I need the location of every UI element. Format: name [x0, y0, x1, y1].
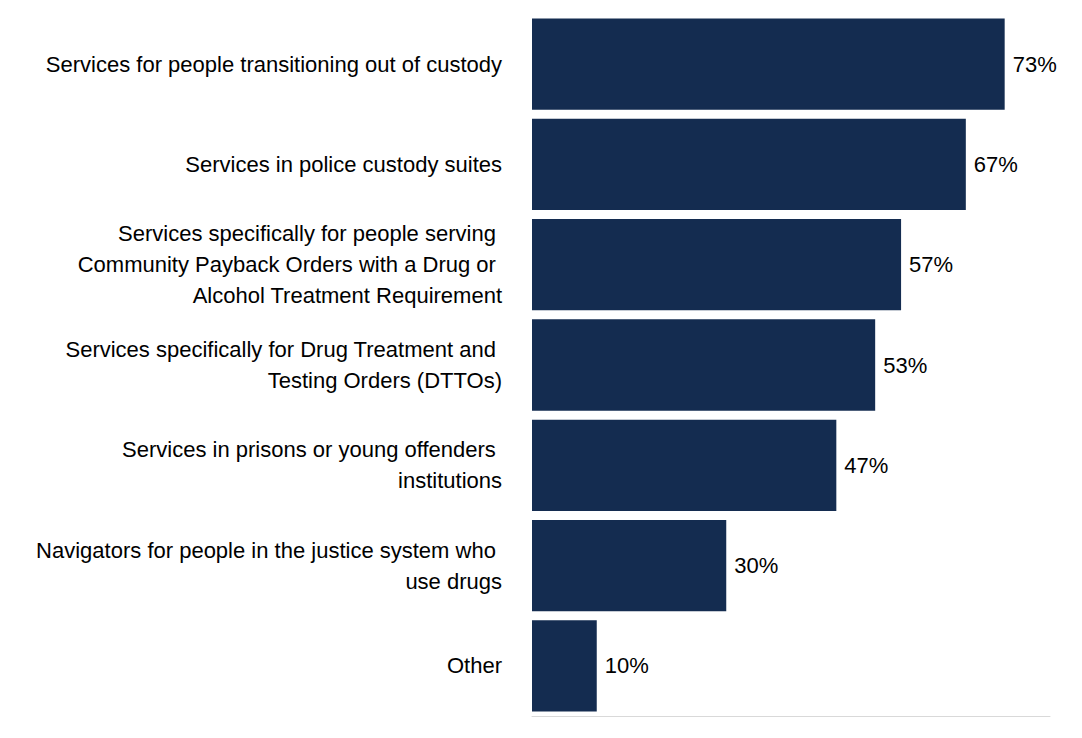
svg-text:47%: 47%: [844, 453, 888, 478]
svg-text:institutions: institutions: [398, 468, 502, 493]
svg-text:Other: Other: [447, 653, 502, 678]
svg-text:53%: 53%: [883, 353, 927, 378]
svg-text:Services specifically for peop: Services specifically for people serving: [118, 221, 502, 246]
svg-text:Navigators for people in the j: Navigators for people in the justice sys…: [36, 538, 502, 563]
svg-text:Services in police custody sui: Services in police custody suites: [185, 152, 502, 177]
svg-text:Testing Orders (DTTOs): Testing Orders (DTTOs): [268, 368, 502, 393]
svg-text:57%: 57%: [909, 252, 953, 277]
svg-text:Services for people transition: Services for people transitioning out of…: [46, 52, 502, 77]
svg-text:67%: 67%: [974, 152, 1018, 177]
svg-text:30%: 30%: [734, 553, 778, 578]
svg-text:Services specifically for Drug: Services specifically for Drug Treatment…: [65, 337, 502, 362]
svg-text:Alcohol Treatment Requirement: Alcohol Treatment Requirement: [193, 283, 502, 308]
svg-text:10%: 10%: [605, 653, 649, 678]
svg-text:use drugs: use drugs: [405, 569, 502, 594]
svg-text:Community Payback Orders with: Community Payback Orders with a Drug or: [78, 252, 502, 277]
svg-text:73%: 73%: [1013, 52, 1057, 77]
svg-text:Services in prisons or young o: Services in prisons or young offenders: [122, 437, 502, 462]
